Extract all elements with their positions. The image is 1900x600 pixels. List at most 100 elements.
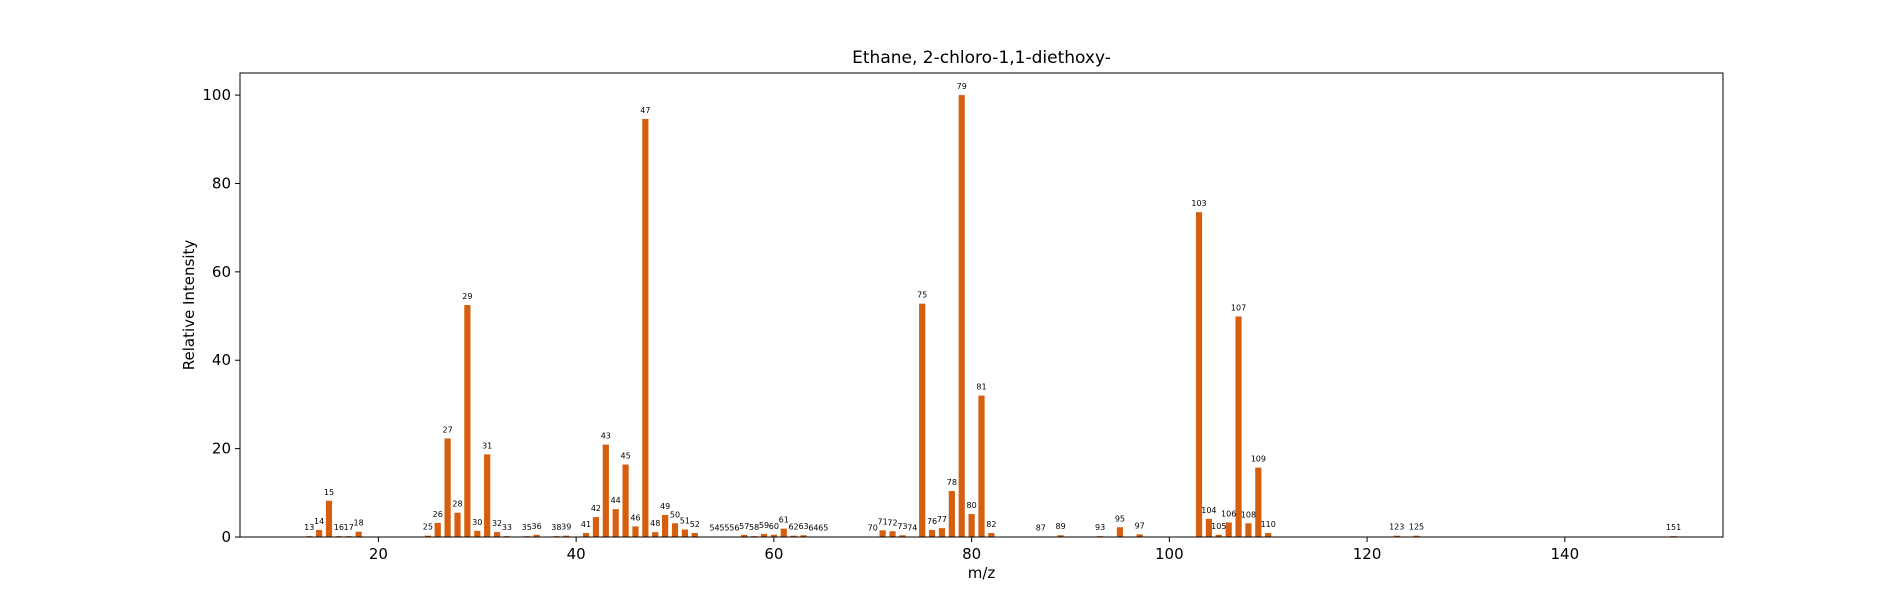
- bar-label-mz-108: 108: [1241, 510, 1256, 519]
- y-axis-label: Relative Intensity: [180, 240, 198, 371]
- bar-label-mz-109: 109: [1251, 455, 1266, 464]
- bar-mz-18: [355, 531, 362, 537]
- bar-label-mz-30: 30: [472, 518, 482, 527]
- bar-mz-89: [1057, 535, 1064, 537]
- bar-label-mz-125: 125: [1409, 523, 1424, 532]
- bar-label-mz-26: 26: [433, 510, 443, 519]
- bar-label-mz-72: 72: [887, 518, 897, 527]
- bar-mz-31: [484, 454, 491, 537]
- bar-mz-73: [899, 535, 906, 537]
- x-axis-ticks: 20 40 60 80 100 120 140: [369, 537, 1579, 563]
- bar-mz-28: [454, 512, 461, 537]
- y-tick-label: 20: [212, 440, 231, 458]
- bar-mz-110: [1265, 533, 1272, 537]
- bar-label-mz-75: 75: [917, 291, 927, 300]
- bar-mz-41: [582, 533, 590, 537]
- bar-label-mz-17: 17: [344, 523, 354, 532]
- bar-mz-76: [928, 529, 936, 537]
- bar-mz-14: [315, 529, 323, 537]
- bar-label-mz-45: 45: [620, 452, 630, 461]
- bars-group: [306, 95, 1677, 538]
- bar-label-mz-76: 76: [927, 517, 937, 526]
- bar-label-mz-31: 31: [482, 441, 492, 450]
- bar-mz-60: [770, 534, 777, 537]
- bar-label-mz-105: 105: [1211, 522, 1226, 531]
- bar-mz-15: [325, 500, 333, 537]
- bar-label-mz-25: 25: [423, 523, 433, 532]
- bar-mz-48: [652, 532, 659, 537]
- bar-mz-29: [464, 305, 471, 537]
- bar-mz-105: [1215, 534, 1222, 537]
- bar-mz-103: [1195, 212, 1203, 537]
- x-tick-label: 40: [567, 545, 586, 563]
- bar-label-mz-151: 151: [1666, 523, 1681, 532]
- bar-label-mz-64: 64: [808, 524, 818, 533]
- bar-mz-77: [938, 528, 946, 537]
- bar-label-mz-13: 13: [304, 523, 314, 532]
- bar-mz-95: [1116, 527, 1124, 537]
- bar-mz-75: [919, 303, 926, 537]
- bar-label-mz-70: 70: [868, 524, 878, 533]
- bar-label-mz-79: 79: [957, 82, 967, 91]
- bar-label-mz-35: 35: [522, 523, 532, 532]
- bar-mz-61: [780, 528, 787, 537]
- bar-label-mz-55: 55: [719, 524, 729, 533]
- bar-label-mz-71: 71: [878, 517, 888, 526]
- bar-mz-72: [889, 531, 896, 537]
- bar-mz-47: [642, 118, 649, 538]
- bar-label-mz-62: 62: [789, 523, 799, 532]
- bar-mz-57: [741, 534, 748, 537]
- x-tick-label: 140: [1550, 545, 1579, 563]
- y-tick-label: 0: [221, 528, 231, 546]
- y-tick-label: 40: [212, 351, 231, 369]
- bar-label-mz-65: 65: [818, 524, 828, 533]
- bar-mz-32: [493, 532, 501, 537]
- bar-label-mz-56: 56: [729, 524, 739, 533]
- bar-label-mz-16: 16: [334, 523, 344, 532]
- y-axis-ticks: 0 20 40 60 80 100: [202, 86, 240, 546]
- x-tick-label: 120: [1353, 545, 1382, 563]
- bar-mz-25: [424, 535, 431, 537]
- bar-mz-50: [671, 523, 679, 537]
- bar-label-mz-38: 38: [551, 523, 561, 532]
- bar-mz-36: [533, 534, 540, 537]
- bar-mz-49: [662, 514, 669, 537]
- x-tick-label: 20: [369, 545, 388, 563]
- chart-title: Ethane, 2-chloro-1,1-diethoxy-: [852, 48, 1111, 68]
- bar-label-mz-27: 27: [443, 425, 453, 434]
- bar-mz-82: [988, 533, 995, 537]
- bar-mz-108: [1245, 523, 1252, 537]
- bar-label-mz-29: 29: [462, 292, 472, 301]
- bar-mz-27: [444, 438, 451, 537]
- bar-mz-106: [1225, 522, 1232, 537]
- bar-label-mz-110: 110: [1261, 520, 1276, 529]
- bar-label-mz-14: 14: [314, 517, 324, 526]
- bar-label-mz-58: 58: [749, 523, 759, 532]
- bar-label-mz-33: 33: [502, 523, 512, 532]
- bar-mz-81: [978, 395, 985, 537]
- bar-mz-42: [592, 517, 600, 537]
- bar-label-mz-95: 95: [1115, 514, 1125, 523]
- bar-label-mz-15: 15: [324, 488, 334, 497]
- bar-mz-123: [1393, 535, 1400, 537]
- bar-label-mz-106: 106: [1221, 509, 1236, 518]
- bar-mz-71: [879, 530, 886, 537]
- bar-label-mz-104: 104: [1201, 506, 1216, 515]
- y-tick-label: 60: [212, 263, 231, 281]
- bar-label-mz-93: 93: [1095, 523, 1105, 532]
- bar-label-mz-54: 54: [709, 524, 719, 533]
- bar-label-mz-123: 123: [1389, 523, 1404, 532]
- y-tick-label: 100: [202, 86, 231, 104]
- bar-label-mz-52: 52: [690, 520, 700, 529]
- bar-label-mz-80: 80: [967, 501, 977, 510]
- bar-label-mz-73: 73: [897, 522, 907, 531]
- bar-mz-79: [958, 95, 965, 537]
- bar-mz-97: [1136, 534, 1143, 537]
- bar-mz-104: [1205, 518, 1212, 537]
- bar-mz-46: [632, 526, 639, 537]
- bar-label-mz-36: 36: [532, 522, 542, 531]
- bar-mz-59: [760, 533, 768, 537]
- bar-label-mz-41: 41: [581, 520, 591, 529]
